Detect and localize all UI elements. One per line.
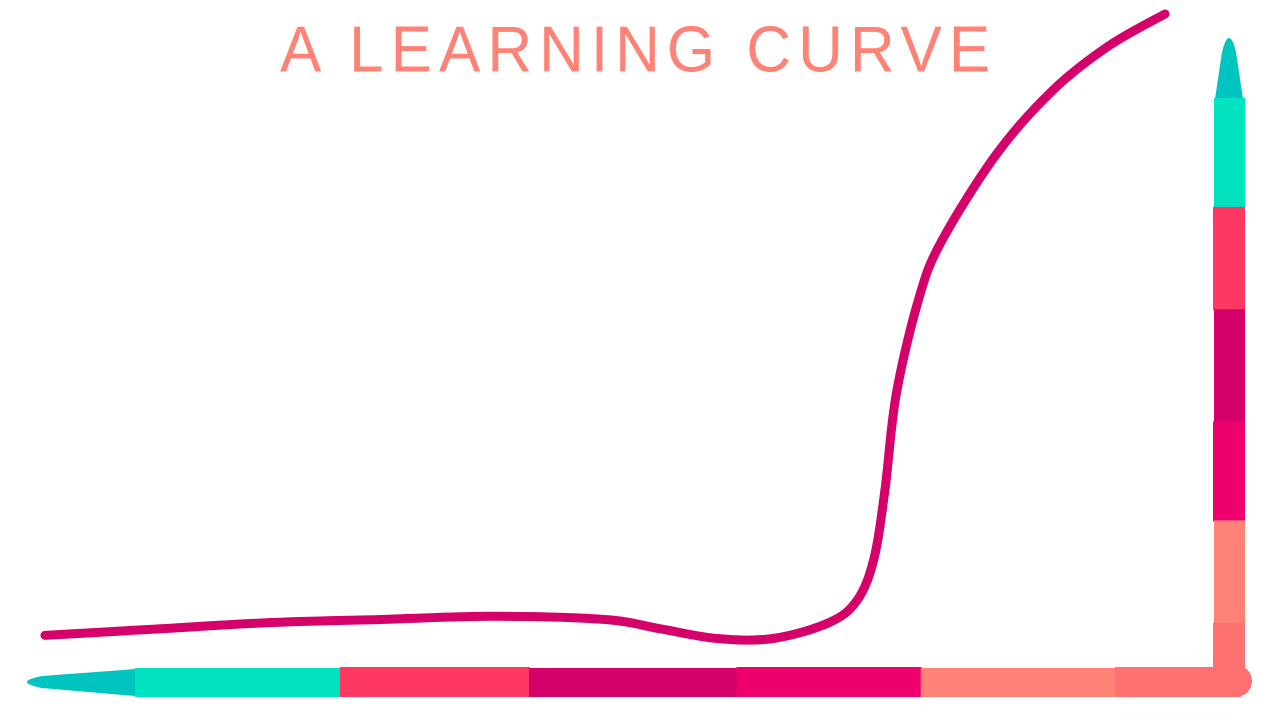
- y-axis-segment: [1213, 206, 1245, 311]
- y-axis-segment: [1214, 520, 1245, 624]
- x-axis-segment: [920, 668, 1116, 697]
- y-axis-segment: [1214, 98, 1245, 208]
- x-axis-segment: [27, 669, 136, 696]
- x-axis-segment: [339, 667, 530, 697]
- x-axis-segment: [134, 668, 341, 697]
- axis-corner: [1220, 665, 1252, 697]
- y-axis-segment: [1213, 421, 1245, 522]
- series-layer: [40, 9, 1170, 645]
- y-axis-segment: [1214, 309, 1245, 423]
- x-axis: [27, 667, 1241, 697]
- x-axis-segment: [736, 667, 922, 697]
- chart-title: A LEARNING CURVE: [280, 13, 998, 87]
- y-axis: [1213, 38, 1252, 697]
- x-axis-segment: [528, 668, 738, 697]
- learning-curve-line: [40, 9, 1170, 645]
- y-axis-segment: [1215, 38, 1243, 99]
